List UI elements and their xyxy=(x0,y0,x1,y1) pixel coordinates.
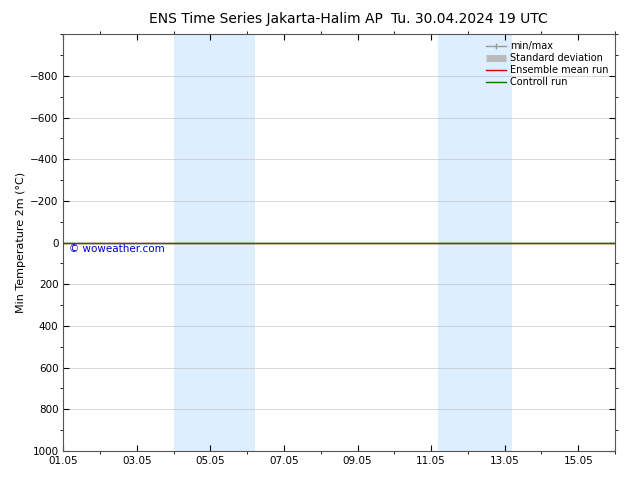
Legend: min/max, Standard deviation, Ensemble mean run, Controll run: min/max, Standard deviation, Ensemble me… xyxy=(484,39,610,89)
Text: © woweather.com: © woweather.com xyxy=(69,244,165,254)
Y-axis label: Min Temperature 2m (°C): Min Temperature 2m (°C) xyxy=(16,172,26,313)
Bar xyxy=(439,34,512,451)
Bar xyxy=(174,34,255,451)
Text: Tu. 30.04.2024 19 UTC: Tu. 30.04.2024 19 UTC xyxy=(391,12,548,26)
Text: ENS Time Series Jakarta-Halim AP: ENS Time Series Jakarta-Halim AP xyxy=(150,12,383,26)
